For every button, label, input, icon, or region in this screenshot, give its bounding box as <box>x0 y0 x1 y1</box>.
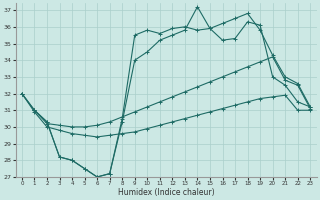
X-axis label: Humidex (Indice chaleur): Humidex (Indice chaleur) <box>118 188 214 197</box>
